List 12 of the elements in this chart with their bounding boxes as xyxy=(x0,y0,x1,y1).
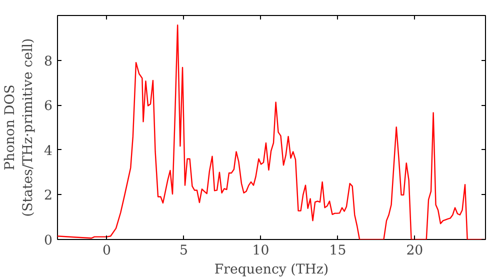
y-tick-label: 6 xyxy=(44,99,53,114)
y-tick-label: 8 xyxy=(44,54,53,70)
x-tick-label: 20 xyxy=(406,244,424,258)
y-tick-label: 2 xyxy=(44,188,53,204)
x-tick-label: 0 xyxy=(102,244,112,258)
x-axis-title: Frequency (THz) xyxy=(214,262,329,278)
y-tick-label: 4 xyxy=(44,144,53,159)
x-tick-label: 10 xyxy=(252,244,270,258)
x-tick-label: 5 xyxy=(180,244,188,258)
x-tick-label: 15 xyxy=(329,244,346,258)
y-tick-label: 0 xyxy=(44,234,53,248)
y-axis-title: Phonon DOS (States/THz·primitive cell) xyxy=(3,38,36,217)
